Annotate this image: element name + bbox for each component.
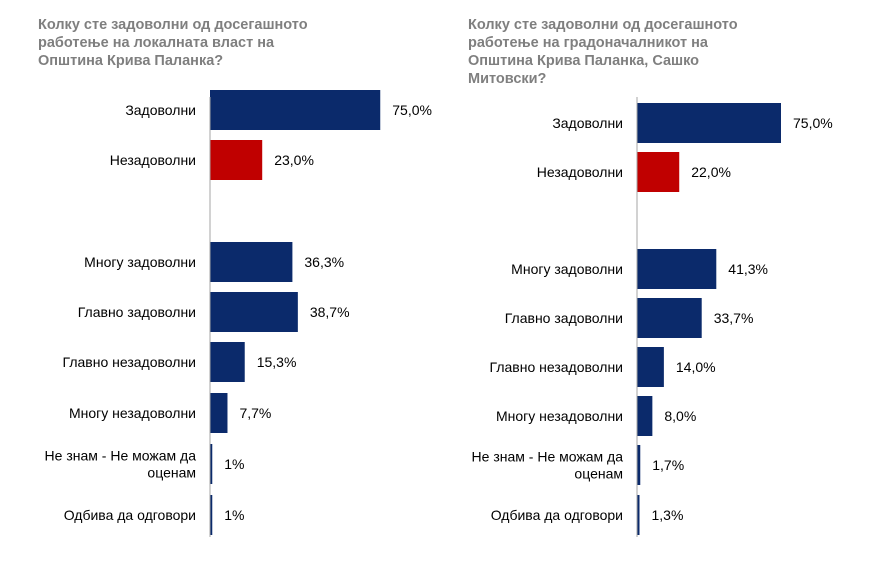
- left-bar-7: [210, 495, 213, 535]
- left-bar-5: [210, 393, 228, 433]
- right-category-label-7: Одбива да одговори: [491, 507, 623, 523]
- right-value-label-2: 41,3%: [728, 261, 768, 277]
- right-category-label-2: Многу задоволни: [511, 261, 623, 277]
- left-category-label-7: Одбива да одговори: [64, 507, 196, 523]
- right-bar-0: [637, 103, 781, 143]
- left-category-label-3: Главно задоволни: [78, 304, 196, 320]
- left-category-label-4: Главно незадоволни: [63, 354, 196, 370]
- right-bar-5: [637, 396, 653, 436]
- right-value-label-0: 75,0%: [793, 115, 833, 131]
- right-category-label-5: Многу незадоволни: [496, 408, 623, 424]
- right-value-label-5: 8,0%: [664, 408, 696, 424]
- left-value-label-4: 15,3%: [257, 354, 297, 370]
- left-value-label-2: 36,3%: [304, 254, 344, 270]
- right-bar-1: [637, 152, 680, 192]
- right-category-label-4: Главно незадоволни: [490, 359, 623, 375]
- left-bar-2: [210, 242, 293, 282]
- right-category-label-3: Главно задоволни: [505, 310, 623, 326]
- left-bar-6: [210, 444, 213, 484]
- left-category-label-6: Не знам - Не можам да оценам: [45, 448, 197, 481]
- chart-left: Колку сте задоволни од досегашното работ…: [38, 17, 432, 537]
- right-value-label-1: 22,0%: [691, 164, 731, 180]
- left-value-label-3: 38,7%: [310, 304, 350, 320]
- left-value-label-5: 7,7%: [239, 405, 271, 421]
- left-bar-1: [210, 140, 263, 180]
- right-category-label-6: Не знам - Не можам да оценам: [472, 449, 624, 482]
- right-value-label-4: 14,0%: [676, 359, 716, 375]
- right-value-label-7: 1,3%: [651, 507, 683, 523]
- right-bar-4: [637, 347, 664, 387]
- right-category-label-0: Задоволни: [552, 115, 623, 131]
- chart-left-plot: 75,0% Задоволни 23,0% Незадоволни 36,3% Многу…: [45, 90, 432, 537]
- left-category-label-0: Задоволни: [125, 102, 196, 118]
- left-bar-0: [210, 90, 381, 130]
- left-bar-4: [210, 342, 245, 382]
- right-bar-7: [637, 495, 640, 535]
- left-category-label-2: Многу задоволни: [84, 254, 196, 270]
- left-bar-3: [210, 292, 298, 332]
- left-value-label-1: 23,0%: [274, 152, 314, 168]
- right-category-label-1: Незадоволни: [537, 164, 623, 180]
- right-value-label-6: 1,7%: [652, 457, 684, 473]
- left-category-label-1: Незадоволни: [110, 152, 196, 168]
- chart-left-title: Колку сте задоволни од досегашното работ…: [38, 17, 308, 69]
- left-value-label-6: 1%: [224, 456, 244, 472]
- right-bar-6: [637, 445, 641, 485]
- left-value-label-0: 75,0%: [392, 102, 432, 118]
- right-bar-2: [637, 249, 717, 289]
- right-bar-3: [637, 298, 702, 338]
- left-category-label-5: Многу незадоволни: [69, 405, 196, 421]
- left-value-label-7: 1%: [224, 507, 244, 523]
- right-value-label-3: 33,7%: [714, 310, 754, 326]
- chart-right-title: Колку сте задоволни од досегашното работ…: [468, 17, 738, 87]
